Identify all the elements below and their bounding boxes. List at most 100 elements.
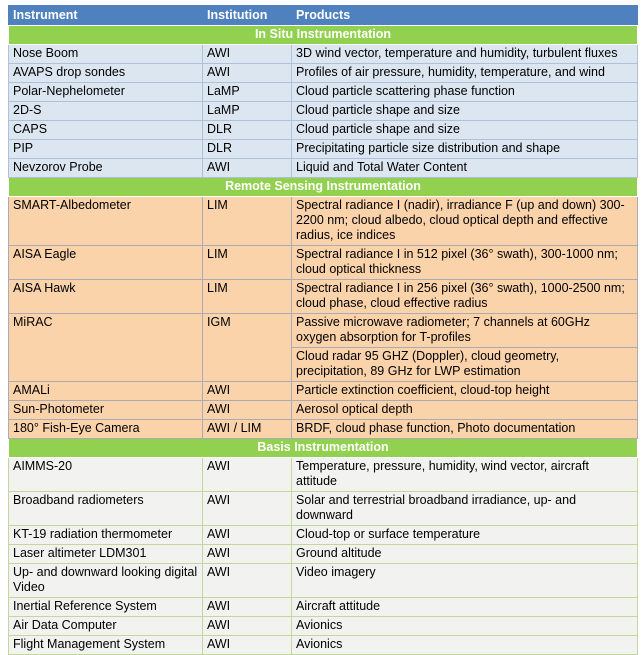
product-cell: Avionics (291, 616, 638, 636)
table-row: MiRAC IGM Passive microwave radiometer; 7 … (8, 313, 638, 382)
instrument-cell: Inertial Reference System (8, 597, 203, 617)
product-cell: 3D wind vector, temperature and humidity… (291, 44, 638, 64)
product-cell: Spectral radiance I (nadir), irradiance … (291, 196, 638, 246)
institution-cell: AWI (202, 544, 292, 564)
institution-cell: AWI (202, 525, 292, 545)
institution-cell: LIM (202, 245, 292, 280)
table-row: AVAPS drop sondes AWI Profiles of air pres… (8, 63, 638, 83)
instrument-cell: SMART-Albedometer (8, 196, 203, 246)
instrument-cell: PIP (8, 139, 203, 159)
institution-cell: AWI (202, 381, 292, 401)
table-row: KT-19 radiation thermometer AWI Cloud-top … (8, 525, 638, 545)
table-row: Cloud radar 95 GHZ (Doppler), cloud geom… (9, 347, 638, 382)
product-cell: Particle extinction coefficient, cloud-t… (291, 381, 638, 401)
column-header-instrument: Instrument (8, 5, 203, 26)
institution-cell: AWI (202, 616, 292, 636)
instrument-cell: Nevzorov Probe (8, 158, 203, 178)
product-cell: Spectral radiance I in 256 pixel (36° sw… (291, 279, 638, 314)
institution-cell: IGM (202, 313, 292, 382)
instrument-cell: AISA Hawk (8, 279, 203, 314)
instrument-cell: Nose Boom (8, 44, 203, 64)
instrument-cell: Polar-Nephelometer (8, 82, 203, 102)
instrument-cell: Air Data Computer (8, 616, 203, 636)
product-cell: Profiles of air pressure, humidity, temp… (291, 63, 638, 83)
table-row: AISA Eagle LIM Spectral radiance I in 512 … (8, 245, 638, 280)
table-body: In Situ Instrumentation Nose Boom AWI 3D wi… (8, 25, 638, 655)
product-cell: Avionics (291, 635, 638, 655)
institution-cell: AWI / LIM (202, 419, 292, 439)
instrument-cell: Flight Management System (8, 635, 203, 655)
section-title: Remote Sensing Instrumentation (8, 177, 638, 197)
table-row: Inertial Reference System AWI Aircraft att… (8, 597, 638, 617)
table-row: PIP DLR Precipitating particle size distri… (8, 139, 638, 159)
institution-cell: DLR (202, 120, 292, 140)
institution-cell: AWI (202, 457, 292, 492)
table-row: Sun-Photometer AWI Aerosol optical depth (8, 400, 638, 420)
product-cell: Aircraft attitude (291, 597, 638, 617)
table-row: AISA Hawk LIM Spectral radiance I in 256 p… (8, 279, 638, 314)
section-header-row: In Situ Instrumentation (8, 25, 638, 45)
institution-cell: AWI (202, 597, 292, 617)
product-cell: Cloud particle shape and size (291, 101, 638, 121)
instrument-cell: Laser altimeter LDM301 (8, 544, 203, 564)
instrument-cell: Up- and downward looking digital Video (8, 563, 203, 598)
table-row: Polar-Nephelometer LaMP Cloud particle sca… (8, 82, 638, 102)
instrument-cell: AVAPS drop sondes (8, 63, 203, 83)
product-cell: Precipitating particle size distribution… (291, 139, 638, 159)
table-header-row: Instrument Institution Products (8, 5, 638, 26)
section-header-row: Remote Sensing Instrumentation (8, 177, 638, 197)
table-row: CAPS DLR Cloud particle shape and size (8, 120, 638, 140)
product-cell: Temperature, pressure, humidity, wind ve… (291, 457, 638, 492)
instrument-cell: AMALi (8, 381, 203, 401)
product-cell: Ground altitude (291, 544, 638, 564)
institution-cell: AWI (202, 44, 292, 64)
product-cell: Aerosol optical depth (291, 400, 638, 420)
product-cell: BRDF, cloud phase function, Photo docume… (291, 419, 638, 439)
table-row: 180° Fish-Eye Camera AWI / LIM BRDF, cloud… (8, 419, 638, 439)
instrument-cell: MiRAC (8, 313, 203, 382)
table-row: Up- and downward looking digital Video AW… (8, 563, 638, 598)
instrument-cell: Sun-Photometer (8, 400, 203, 420)
section-title: Basis Instrumentation (8, 438, 638, 458)
table-row: SMART-Albedometer LIM Spectral radiance I … (8, 196, 638, 246)
table-row: Flight Management System AWI Avionics (8, 635, 638, 655)
section-title: In Situ Instrumentation (8, 25, 638, 45)
instrument-table: Instrument Institution Products In Situ … (8, 5, 638, 655)
section-header-row: Basis Instrumentation (8, 438, 638, 458)
product-cell: Passive microwave radiometer; 7 channels… (291, 313, 638, 348)
table-row: Air Data Computer AWI Avionics (8, 616, 638, 636)
column-header-institution: Institution (202, 5, 292, 26)
institution-cell: AWI (202, 400, 292, 420)
institution-cell: LaMP (202, 82, 292, 102)
product-cell: Solar and terrestrial broadband irradian… (291, 491, 638, 526)
table-row: Nose Boom AWI 3D wind vector, temperature … (8, 44, 638, 64)
table-row: AIMMS-20 AWI Temperature, pressure, humidi… (8, 457, 638, 492)
institution-cell: LIM (202, 279, 292, 314)
institution-cell: AWI (202, 563, 292, 598)
institution-cell: DLR (202, 139, 292, 159)
instrument-cell: 2D-S (8, 101, 203, 121)
institution-cell: AWI (202, 635, 292, 655)
institution-cell: AWI (202, 158, 292, 178)
table-row: Nevzorov Probe AWI Liquid and Total Water … (8, 158, 638, 178)
column-header-products: Products (291, 5, 638, 26)
product-cell: Spectral radiance I in 512 pixel (36° sw… (291, 245, 638, 280)
instrument-cell: AIMMS-20 (8, 457, 203, 492)
table-row: AMALi AWI Particle extinction coefficient,… (8, 381, 638, 401)
institution-cell: LaMP (202, 101, 292, 121)
product-cell: Cloud particle scattering phase function (291, 82, 638, 102)
table-row: Laser altimeter LDM301 AWI Ground altitude (8, 544, 638, 564)
institution-cell: LIM (202, 196, 292, 246)
institution-cell: AWI (202, 63, 292, 83)
product-cell: Video imagery (291, 563, 638, 598)
product-cell: Liquid and Total Water Content (291, 158, 638, 178)
table-row: 2D-S LaMP Cloud particle shape and size (8, 101, 638, 121)
institution-cell: AWI (202, 491, 292, 526)
product-cell: Cloud radar 95 GHZ (Doppler), cloud geom… (291, 347, 638, 382)
instrument-cell: AISA Eagle (8, 245, 203, 280)
product-cell: Cloud-top or surface temperature (291, 525, 638, 545)
instrument-cell: 180° Fish-Eye Camera (8, 419, 203, 439)
table-row: Broadband radiometers AWI Solar and terres… (8, 491, 638, 526)
product-cell: Cloud particle shape and size (291, 120, 638, 140)
instrument-cell: Broadband radiometers (8, 491, 203, 526)
